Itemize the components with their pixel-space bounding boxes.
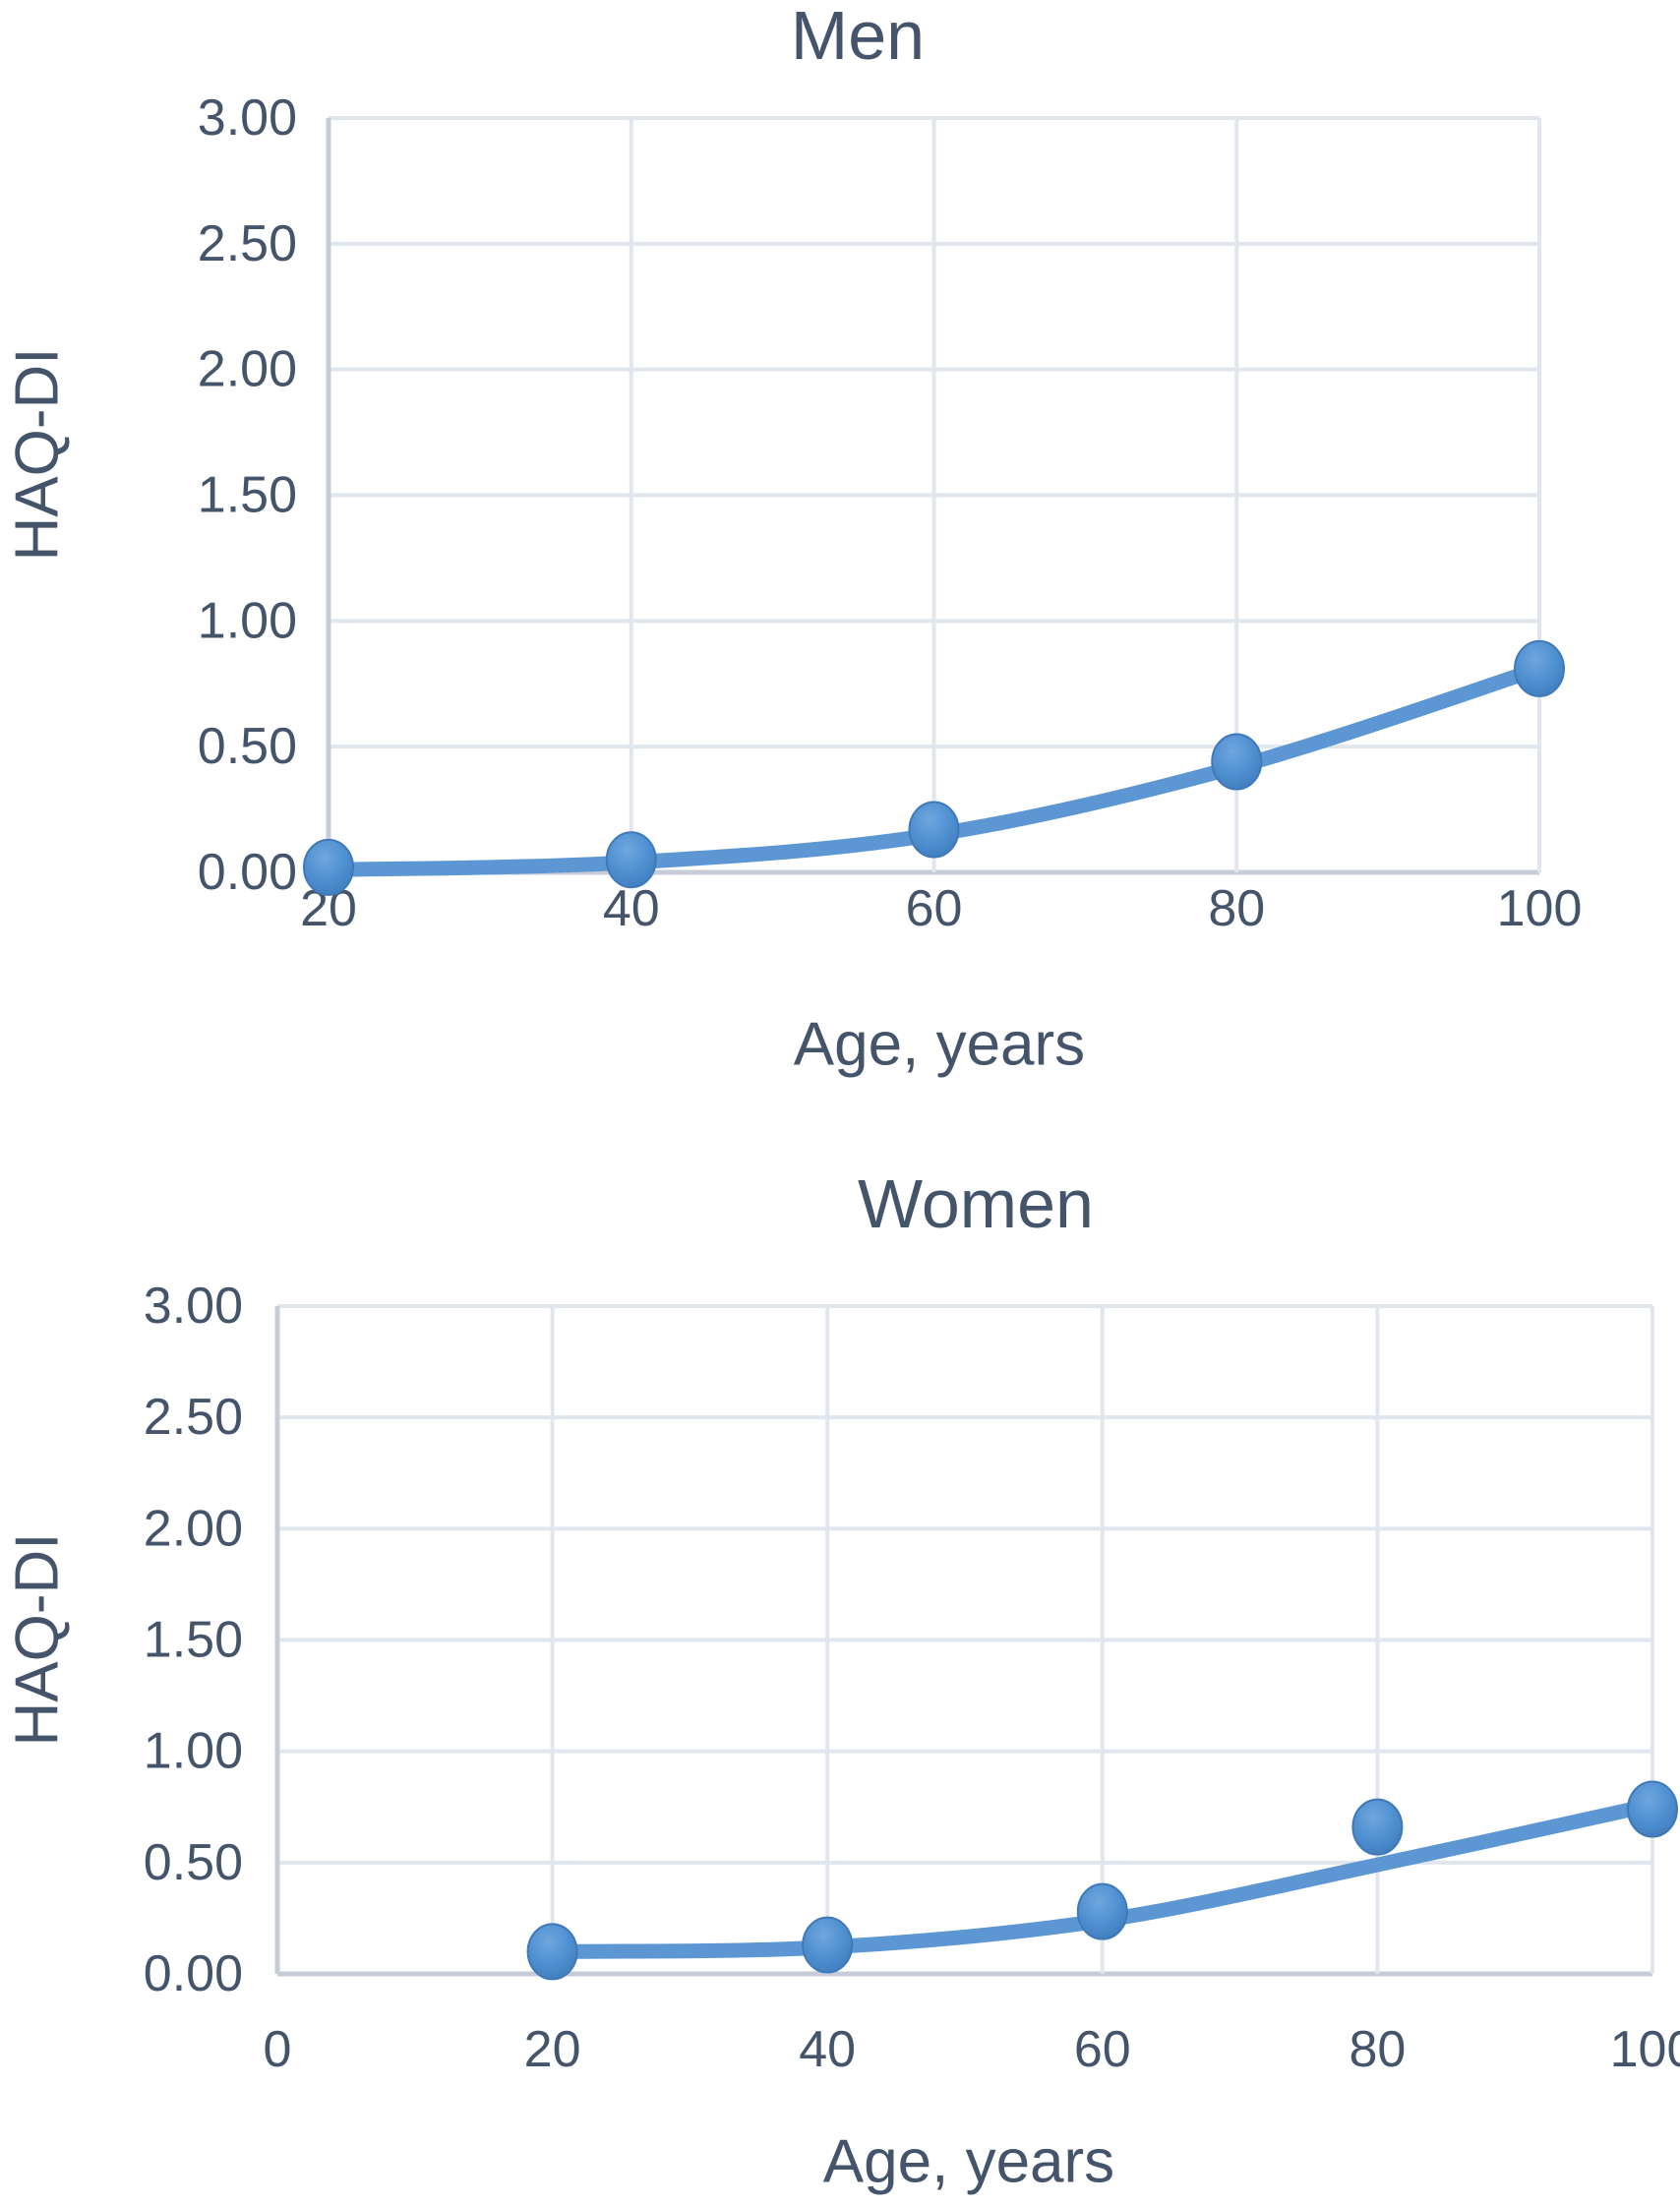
x-axis-title: Age, years [823,2128,1114,2196]
y-tick-label: 1.00 [144,1723,243,1780]
chart-women: 0.00 0.50 1.00 1.50 2.00 2.50 3.00 0 20 40 60 80 100… [0,1102,1680,2206]
data-point [1514,639,1565,697]
y-axis-title: HAQ-DI [4,348,72,562]
y-tick-label: 3.00 [198,89,297,147]
y-tick-label: 1.00 [198,592,297,649]
data-point [1351,1798,1404,1856]
y-tick-label: 1.50 [144,1612,243,1669]
x-tick-label: 80 [1208,880,1265,937]
chart-title: Women [858,1165,1094,1242]
x-tick-label: 40 [603,880,660,937]
y-axis-title: HAQ-DI [4,1533,72,1747]
x-tick-label: 60 [906,880,963,937]
data-point [802,1916,854,1974]
data-point [908,801,960,859]
y-tick-label: 0.50 [144,1834,243,1891]
data-point [526,1923,578,1981]
y-tick-label: 1.50 [198,467,297,524]
data-point [1211,733,1263,791]
y-tick-label: 2.50 [144,1389,243,1446]
data-point [605,831,657,889]
women-chart-svg: 0.00 0.50 1.00 1.50 2.00 2.50 3.00 0 20 40 60 80 100… [4,1165,1680,2196]
chart-men: 0.00 0.50 1.00 1.50 2.00 2.50 3.00 20 40 60 80 100 M… [0,0,1680,1102]
x-tick-label: 80 [1349,2021,1406,2078]
chart-title: Men [791,0,925,74]
x-tick-label: 100 [1497,880,1583,937]
data-point [1627,1780,1678,1838]
y-tick-label: 0.00 [144,1945,243,2002]
data-point [303,838,354,896]
x-tick-label: 40 [799,2021,856,2078]
x-axis-title: Age, years [794,1011,1085,1079]
x-tick-label: 100 [1610,2021,1680,2078]
y-tick-label: 2.00 [144,1500,243,1557]
x-tick-label: 60 [1074,2021,1131,2078]
y-tick-label: 3.00 [144,1278,243,1335]
x-tick-label: 0 [264,2021,292,2078]
y-tick-label: 0.00 [198,844,297,901]
data-point [1076,1882,1128,1940]
y-tick-label: 2.50 [198,215,297,272]
y-tick-label: 2.00 [198,341,297,398]
x-tick-label: 20 [524,2021,581,2078]
y-tick-label: 0.50 [198,718,297,775]
